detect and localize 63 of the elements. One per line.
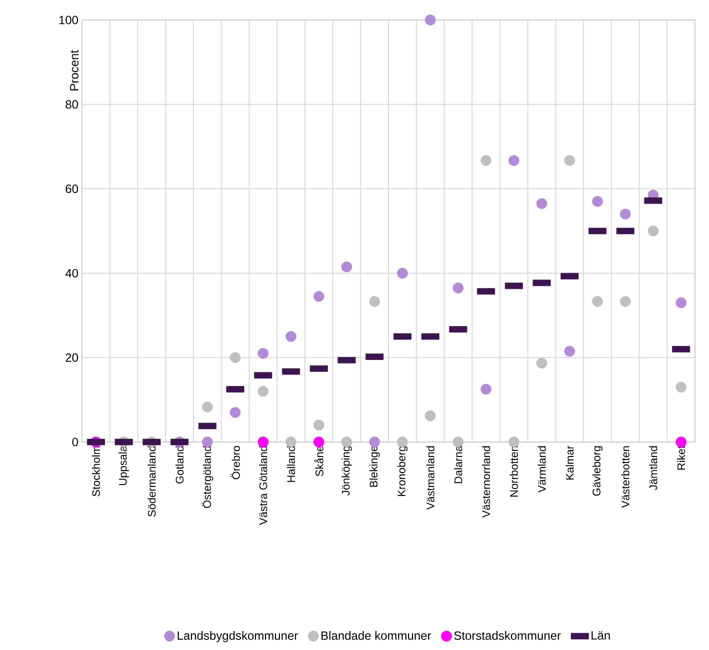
x-tick-label: Norrbotten	[510, 446, 518, 497]
x-tick-label: Blekinge	[369, 446, 380, 487]
legend-label: Blandade kommuner	[322, 631, 432, 640]
point	[286, 331, 296, 342]
x-tick-label: Stockholm	[92, 446, 100, 496]
x-tick-label: Skåne	[314, 446, 324, 476]
point	[230, 407, 241, 418]
y-tick-label: 20	[66, 353, 78, 362]
y-tick-label: 60	[66, 184, 78, 194]
y-tick-label: 80	[66, 100, 78, 109]
x-tick-label: Halland	[286, 446, 296, 482]
x-tick-label: Östergötland	[202, 446, 214, 508]
point	[676, 297, 686, 308]
point	[313, 420, 324, 431]
point	[286, 436, 296, 448]
point	[620, 208, 631, 220]
legend-label: Storstadskommuner	[454, 631, 561, 640]
legend-label: Landsbygdskommuner	[178, 631, 298, 642]
point	[676, 382, 686, 393]
point	[480, 384, 492, 395]
point	[369, 436, 380, 448]
x-tick-label: Riket	[677, 446, 686, 470]
x-tick-label: Gotland	[175, 446, 184, 484]
point	[564, 155, 576, 166]
point	[313, 291, 324, 302]
y-axis-title: Procent	[70, 50, 78, 90]
point	[508, 155, 520, 166]
x-tick-label: Västernorrland	[482, 446, 490, 518]
y-tick-label: 100	[59, 16, 78, 24]
point	[258, 386, 269, 397]
x-tick-label: Västmanland	[426, 446, 434, 510]
x-tick-label: Dalarna	[454, 446, 462, 484]
x-tick-label: Västra Götaland	[259, 446, 268, 525]
x-tick-label: Jämtland	[649, 446, 658, 490]
x-tick-label: Örebro	[230, 446, 240, 480]
x-tick-label: Kalmar	[566, 446, 574, 480]
point	[230, 352, 241, 363]
point	[592, 296, 603, 307]
point	[564, 346, 576, 357]
x-tick-label: Gävleborg	[592, 446, 603, 496]
x-tick-label: Västerbotten	[621, 446, 630, 508]
point	[592, 196, 603, 207]
point	[480, 155, 492, 166]
point	[424, 410, 436, 422]
y-tick-label: 0	[72, 438, 78, 446]
point	[452, 282, 464, 294]
point	[369, 296, 380, 307]
point	[397, 268, 408, 279]
point	[424, 14, 436, 26]
point	[258, 348, 269, 359]
point	[536, 198, 548, 209]
point	[648, 226, 659, 236]
point	[341, 261, 352, 272]
y-tick-label: 40	[65, 268, 78, 278]
x-tick-label: Södermanland	[148, 446, 156, 517]
point	[620, 296, 631, 307]
point	[536, 358, 548, 368]
x-tick-label: Kronoberg	[397, 446, 408, 496]
x-tick-label: Uppsala	[118, 446, 129, 486]
x-tick-label: Värmland	[538, 446, 546, 493]
x-tick-label: Jönköping	[342, 446, 352, 496]
legend-label: Län	[592, 631, 610, 640]
point	[202, 402, 213, 412]
